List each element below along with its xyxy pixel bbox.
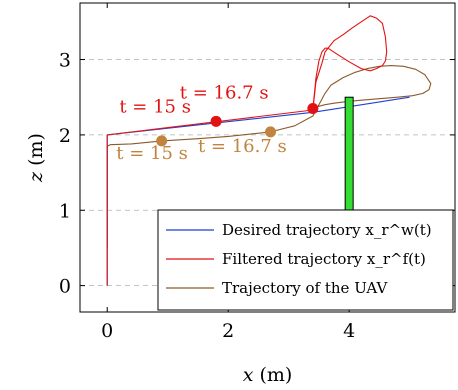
y-tick-label: 0 <box>59 276 71 298</box>
time-annotation: t = 16.7 s <box>180 83 269 104</box>
series-line-filtered <box>106 15 388 286</box>
legend-box <box>157 209 454 311</box>
x-axis-label: x (m) <box>243 364 293 386</box>
time-marker <box>210 115 222 127</box>
time-marker <box>307 103 319 115</box>
time-marker <box>156 135 168 147</box>
x-tick-label: 4 <box>343 320 355 342</box>
time-annotation: t = 15 s <box>119 96 191 117</box>
legend-label: Filtered trajectory x_r^f(t) <box>222 250 426 268</box>
x-tick-label: 0 <box>101 320 113 342</box>
y-tick-label: 2 <box>59 125 71 147</box>
plot-frame <box>79 2 456 313</box>
y-axis-label: z (m) <box>25 133 47 183</box>
x-tick-label: 2 <box>222 320 234 342</box>
y-tick-label: 1 <box>59 200 71 222</box>
time-annotation: t = 15 s <box>116 143 188 164</box>
legend-label: Desired trajectory x_r^w(t) <box>222 221 432 239</box>
time-marker <box>265 126 277 138</box>
legend-label: Trajectory of the UAV <box>222 279 388 297</box>
legend: Desired trajectory x_r^w(t) Filtered traj… <box>157 209 454 311</box>
series-lines <box>106 15 432 286</box>
time-annotation: t = 16.7 s <box>198 136 287 157</box>
markers-layer <box>156 103 319 147</box>
ticks-layer: 0 2 4 0 1 2 3 <box>59 3 455 342</box>
y-tick-label: 3 <box>59 50 71 72</box>
series-line-uav <box>106 65 432 248</box>
